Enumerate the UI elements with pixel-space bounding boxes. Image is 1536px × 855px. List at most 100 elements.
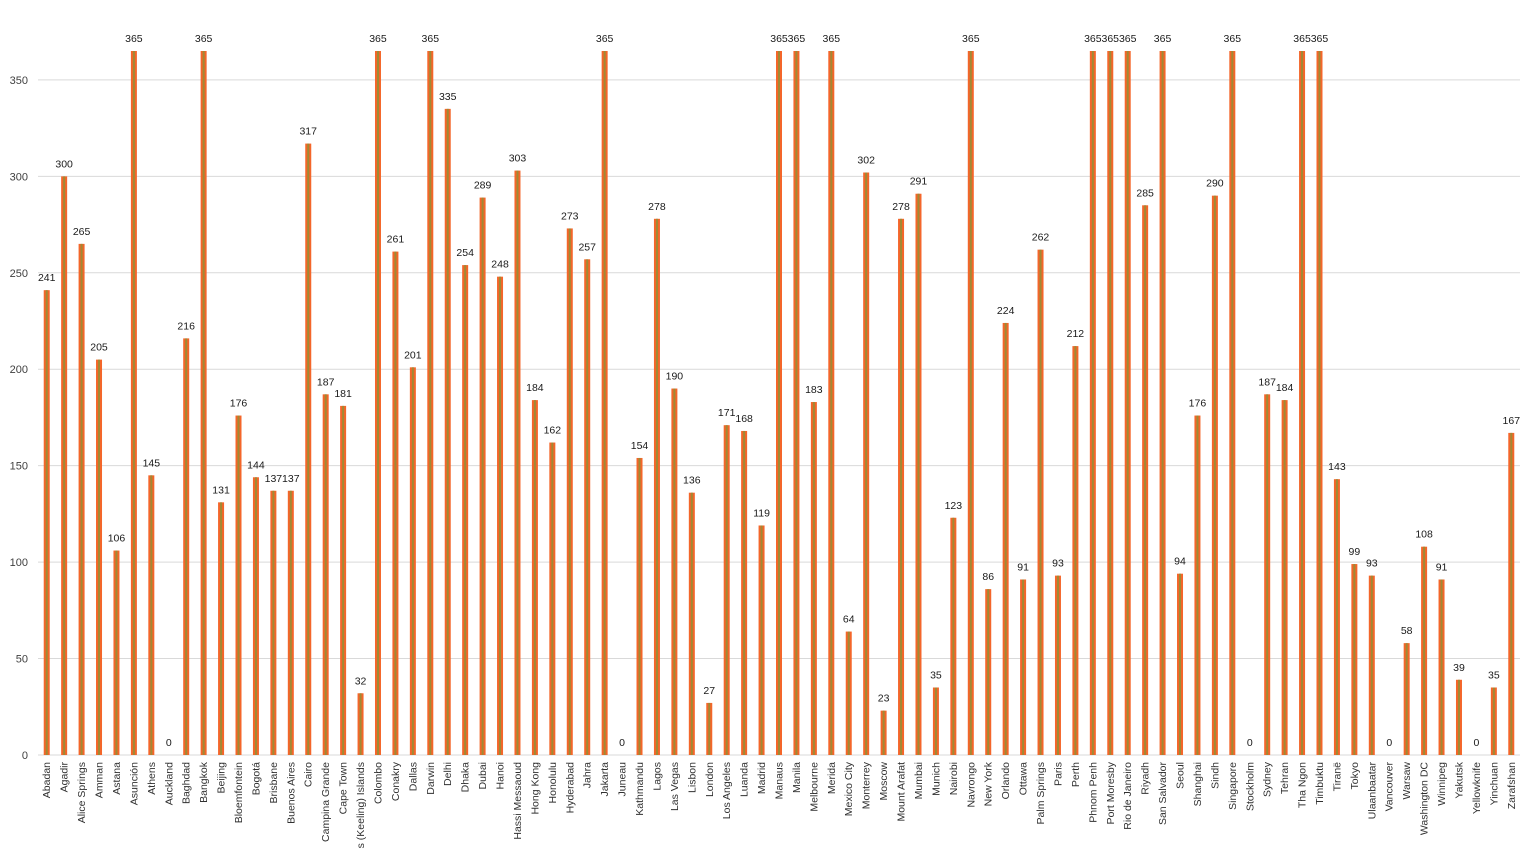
x-tick-label: London bbox=[704, 762, 716, 797]
bar-core bbox=[725, 425, 728, 755]
bar-core bbox=[272, 490, 275, 755]
x-tick-label: Dallas bbox=[407, 762, 419, 791]
x-tick-label: Palm Springs bbox=[1035, 762, 1047, 824]
data-label: 365 bbox=[1154, 33, 1172, 45]
bar-core bbox=[690, 492, 693, 755]
data-label: 123 bbox=[945, 500, 963, 512]
x-tick-label: Orlando bbox=[1000, 762, 1012, 800]
data-label: 201 bbox=[404, 349, 422, 361]
bar-core bbox=[1283, 400, 1286, 755]
data-label: 32 bbox=[355, 675, 367, 687]
bar-core bbox=[952, 517, 955, 755]
data-label: 187 bbox=[1258, 376, 1276, 388]
data-label: 136 bbox=[683, 475, 701, 487]
x-tick-label: Shanghai bbox=[1192, 762, 1204, 806]
data-label: 143 bbox=[1328, 461, 1346, 473]
x-tick-label: Singapore bbox=[1227, 762, 1239, 810]
data-label: 365 bbox=[1084, 33, 1102, 45]
bar-core bbox=[812, 402, 815, 755]
x-tick-label: Yakutsk bbox=[1453, 761, 1465, 798]
x-tick-label: Washington DC bbox=[1419, 762, 1431, 836]
x-tick-label: Moscow bbox=[878, 762, 890, 801]
data-label: 0 bbox=[619, 737, 625, 749]
data-label: 365 bbox=[823, 33, 841, 45]
data-label: 35 bbox=[1488, 669, 1500, 681]
data-label: 23 bbox=[878, 693, 890, 705]
x-tick-label: Lisbon bbox=[686, 762, 698, 793]
y-tick-label: 0 bbox=[22, 750, 28, 762]
data-label: 137 bbox=[265, 473, 283, 485]
x-tick-label: Perth bbox=[1070, 762, 1082, 787]
bar-core bbox=[1266, 394, 1269, 755]
x-tick-label: Dhaka bbox=[460, 762, 472, 793]
x-tick-label: Vancouver bbox=[1384, 761, 1396, 811]
data-label: 144 bbox=[247, 459, 265, 471]
bar-core bbox=[865, 172, 868, 755]
bar-core bbox=[673, 388, 676, 755]
bar-core bbox=[1335, 479, 1338, 755]
data-label: 0 bbox=[166, 737, 172, 749]
data-label: 290 bbox=[1206, 178, 1224, 190]
x-tick-label: San Salvador bbox=[1157, 762, 1169, 826]
x-tick-label: Rio de Janeiro bbox=[1122, 762, 1134, 830]
x-tick-label: Beijing bbox=[216, 762, 228, 794]
data-label: 302 bbox=[857, 155, 875, 167]
data-label: 131 bbox=[212, 484, 230, 496]
x-axis-ticks: Abadan Agadir Alice Springs Amman Astana Asun… bbox=[41, 761, 1518, 848]
x-tick-label: Hanoi bbox=[495, 762, 507, 789]
x-tick-label: Ottawa bbox=[1018, 762, 1030, 795]
data-label: 93 bbox=[1052, 558, 1064, 570]
bar-core bbox=[778, 51, 780, 755]
bar-core bbox=[708, 702, 711, 755]
data-label: 365 bbox=[1224, 33, 1242, 45]
bar-core bbox=[237, 415, 240, 755]
data-label: 145 bbox=[143, 457, 161, 469]
bar-core bbox=[795, 51, 798, 755]
x-tick-label: Munich bbox=[930, 762, 942, 796]
x-tick-label: Agadir bbox=[59, 762, 71, 793]
data-label: 108 bbox=[1415, 529, 1433, 541]
data-label: 365 bbox=[1102, 33, 1120, 45]
x-tick-label: Asunción bbox=[128, 762, 140, 805]
y-tick-label: 100 bbox=[10, 557, 28, 569]
x-tick-label: Madrid bbox=[756, 762, 768, 794]
data-label: 184 bbox=[526, 382, 544, 394]
bar-core bbox=[324, 394, 327, 755]
bar-core bbox=[1370, 575, 1373, 755]
data-label: 365 bbox=[770, 33, 788, 45]
data-label: 365 bbox=[195, 33, 213, 45]
y-tick-label: 200 bbox=[10, 364, 28, 376]
bars bbox=[43, 51, 1515, 756]
data-label: 91 bbox=[1017, 561, 1029, 573]
bar-core bbox=[568, 228, 571, 755]
bar-core bbox=[1353, 564, 1356, 755]
bar-core bbox=[1179, 573, 1182, 755]
bar-core bbox=[1056, 575, 1059, 755]
x-tick-label: s (Keeling) Islands bbox=[355, 762, 367, 848]
data-label: 365 bbox=[596, 33, 614, 45]
data-label: 278 bbox=[892, 201, 910, 213]
data-label: 262 bbox=[1032, 232, 1050, 244]
x-tick-label: Riyadh bbox=[1140, 762, 1152, 795]
bar-core bbox=[743, 430, 746, 755]
x-tick-label: Colombo bbox=[372, 762, 384, 804]
x-tick-label: Yellowknife bbox=[1471, 762, 1483, 814]
x-tick-label: Mexico City bbox=[843, 761, 855, 816]
bar-core bbox=[1440, 579, 1443, 755]
data-label: 64 bbox=[843, 614, 855, 626]
x-tick-label: Mumbai bbox=[913, 762, 925, 799]
bar-core bbox=[1022, 579, 1025, 755]
x-tick-label: Darwin bbox=[425, 762, 437, 795]
bar-core bbox=[185, 338, 188, 755]
data-label: 176 bbox=[1189, 398, 1207, 410]
data-label: 365 bbox=[1311, 33, 1329, 45]
data-label: 167 bbox=[1503, 415, 1521, 427]
bar-core bbox=[1405, 643, 1408, 755]
data-label: 212 bbox=[1067, 328, 1085, 340]
bar-core bbox=[132, 51, 135, 755]
y-tick-label: 250 bbox=[10, 268, 28, 280]
bar-core bbox=[1423, 546, 1426, 755]
data-label: 273 bbox=[561, 210, 579, 222]
data-label: 365 bbox=[962, 33, 980, 45]
